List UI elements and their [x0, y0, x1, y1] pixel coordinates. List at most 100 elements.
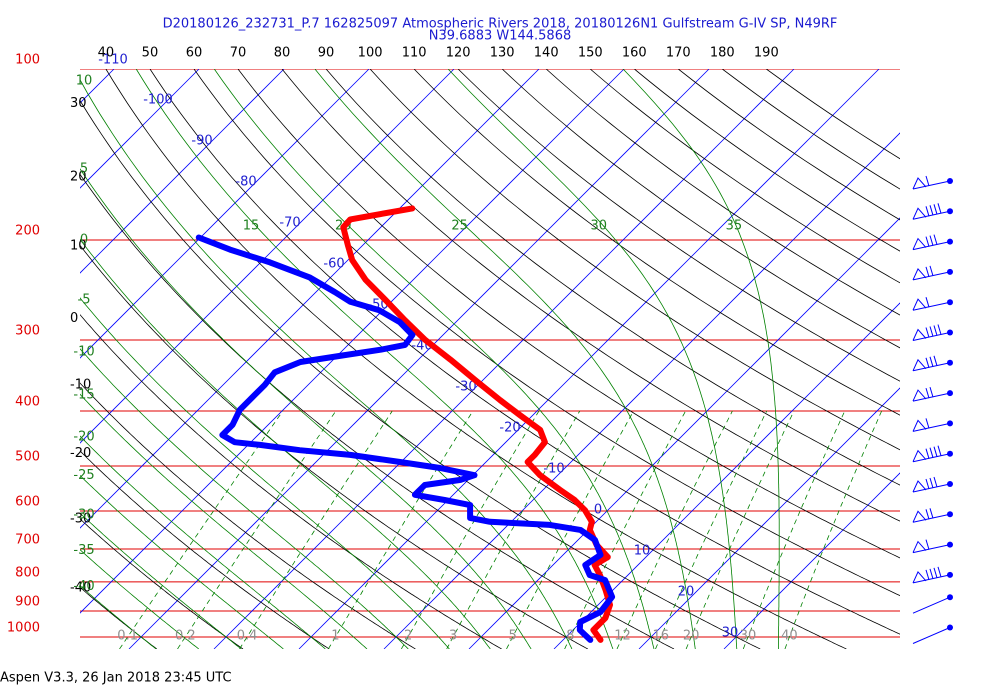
footer: Aspen V3.3, 26 Jan 2018 23:45 UTC: [0, 671, 232, 686]
mixing-ratio-label: 0.2: [175, 629, 196, 644]
barb-feather: [929, 508, 934, 519]
isotherm: [298, 69, 880, 649]
moist-adiabat-label: -30: [73, 508, 94, 523]
sounding-profile: [340, 205, 613, 643]
barb-feather: [925, 448, 930, 459]
barb-feather: [933, 325, 938, 336]
barb-feather: [933, 204, 938, 215]
isotherm-label: 20: [678, 585, 695, 600]
barb-feather: [933, 234, 938, 245]
barb-staff: [912, 574, 951, 584]
moist-adiabat-label: 25: [451, 219, 468, 234]
dry-adiabat-label: 70: [230, 46, 247, 61]
isotherm-label: -20: [499, 421, 520, 436]
dry-adiabat-label: 140: [534, 46, 559, 61]
wind-barb: [912, 265, 953, 281]
mixing-ratio-label: 12: [614, 629, 631, 644]
wind-barb: [912, 297, 953, 311]
wind-barb: [912, 386, 953, 402]
barb-staff: [912, 241, 951, 251]
moist-adiabat-label: -35: [73, 543, 94, 558]
mixing-ratio-label: 2: [404, 629, 412, 644]
moist-adiabat: [80, 168, 532, 649]
labels: 1002003004005006007008009001000-110-100-…: [7, 46, 798, 644]
pressure-label: 500: [15, 449, 40, 464]
wind-barb: [912, 234, 953, 251]
barb-station: [947, 481, 953, 487]
mixing-ratio-line: [401, 410, 540, 649]
mixing-ratio-label: 0.1: [117, 629, 138, 644]
pressure-label: 100: [15, 53, 40, 68]
barb-flag: [912, 328, 927, 341]
barb-staff: [912, 180, 951, 190]
barb-feather: [925, 266, 930, 278]
barb-feather: [929, 386, 934, 398]
pressure-label: 300: [15, 323, 40, 338]
barb-staff: [912, 513, 951, 523]
isotherm-label: -60: [323, 257, 344, 272]
dry-adiabat-label: 160: [622, 46, 647, 61]
mixing-ratio-label: 0.4: [237, 629, 258, 644]
barb-station: [947, 624, 953, 631]
barb-feather: [925, 478, 930, 490]
wind-barb: [912, 175, 953, 190]
barb-feather: [925, 357, 930, 368]
barb-feather: [929, 235, 934, 246]
isotherm: [80, 69, 455, 444]
barb-feather: [937, 324, 942, 335]
mixing-ratio-label: 20: [683, 629, 700, 644]
pressure-label: 1000: [7, 620, 40, 635]
dry-adiabat-label: 10: [70, 239, 87, 254]
moist-adiabat-label: -10: [73, 345, 94, 360]
isotherm: [128, 69, 710, 649]
mixing-ratio-line: [784, 410, 883, 649]
barb-flag: [912, 358, 927, 372]
moist-adiabat: [80, 78, 573, 649]
moist-adiabat: [80, 348, 409, 649]
dry-adiabat-label: 150: [578, 46, 603, 61]
dry-adiabat-label: 180: [710, 46, 735, 61]
barb-feather: [925, 569, 930, 581]
moist-adiabat: [80, 297, 450, 649]
wind-barb: [912, 445, 953, 463]
moist-adiabat-label: 15: [243, 219, 260, 234]
moist-adiabat: [80, 435, 326, 649]
barb-staff: [912, 210, 951, 220]
dry-adiabat: [80, 518, 244, 649]
barb-feather: [925, 539, 930, 550]
barb-station: [947, 420, 953, 427]
barb-staff: [912, 422, 951, 432]
moist-adiabat: [80, 549, 200, 649]
barb-staff: [912, 332, 951, 341]
barb-station: [947, 450, 953, 457]
moist-adiabat: [80, 585, 157, 649]
pressure-label: 900: [15, 594, 40, 609]
moist-adiabat-label: -15: [73, 388, 94, 403]
pressure-label: 700: [15, 532, 40, 547]
dry-adiabat: [237, 69, 900, 559]
barb-feather: [933, 476, 938, 488]
dry-adiabat-label: -10: [70, 377, 91, 392]
mixing-ratio-line: [119, 410, 284, 649]
pressure-label: 800: [15, 565, 40, 580]
mixing-ratio-line: [506, 410, 634, 649]
mixing-ratio-line: [446, 410, 581, 649]
barb-feather: [933, 567, 938, 579]
dry-adiabat: [105, 69, 847, 649]
barb-feather: [925, 327, 930, 338]
mixing-ratio-line: [655, 410, 768, 649]
dry-adiabat-label: 60: [186, 46, 203, 61]
barb-station: [947, 178, 953, 184]
isotherm: [723, 472, 900, 649]
isotherm-label: 30: [722, 626, 739, 641]
barb-feather: [933, 446, 938, 457]
moist-adiabat-label: -40: [73, 579, 94, 594]
moist-adiabat: [80, 474, 284, 649]
barb-station: [947, 359, 953, 366]
dry-adiabat: [80, 244, 588, 649]
moist-adiabat-label: 35: [726, 219, 743, 234]
wind-barb: [912, 324, 953, 341]
barb-staff: [912, 544, 951, 554]
dry-adiabat-label: -40: [70, 581, 91, 596]
